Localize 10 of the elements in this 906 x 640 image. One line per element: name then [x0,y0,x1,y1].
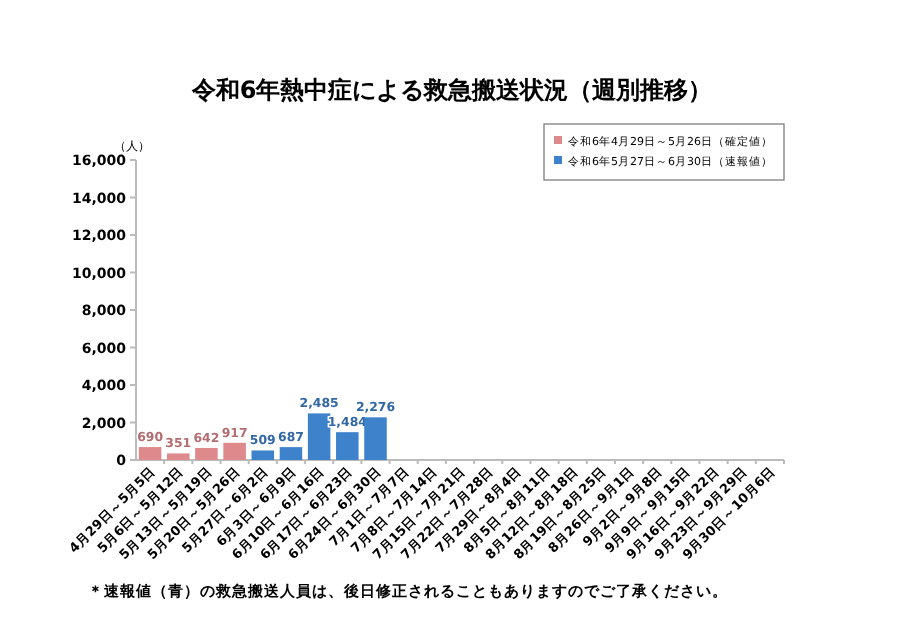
bar [279,447,303,460]
bar [195,447,218,460]
chart-title: 令和6年熱中症による救急搬送状況（週別推移） [189,76,713,104]
bar [336,432,359,460]
bar [364,417,387,460]
bar [307,413,331,460]
bar [251,450,275,460]
bar [166,453,190,460]
bar [138,447,162,460]
bar [223,442,246,460]
